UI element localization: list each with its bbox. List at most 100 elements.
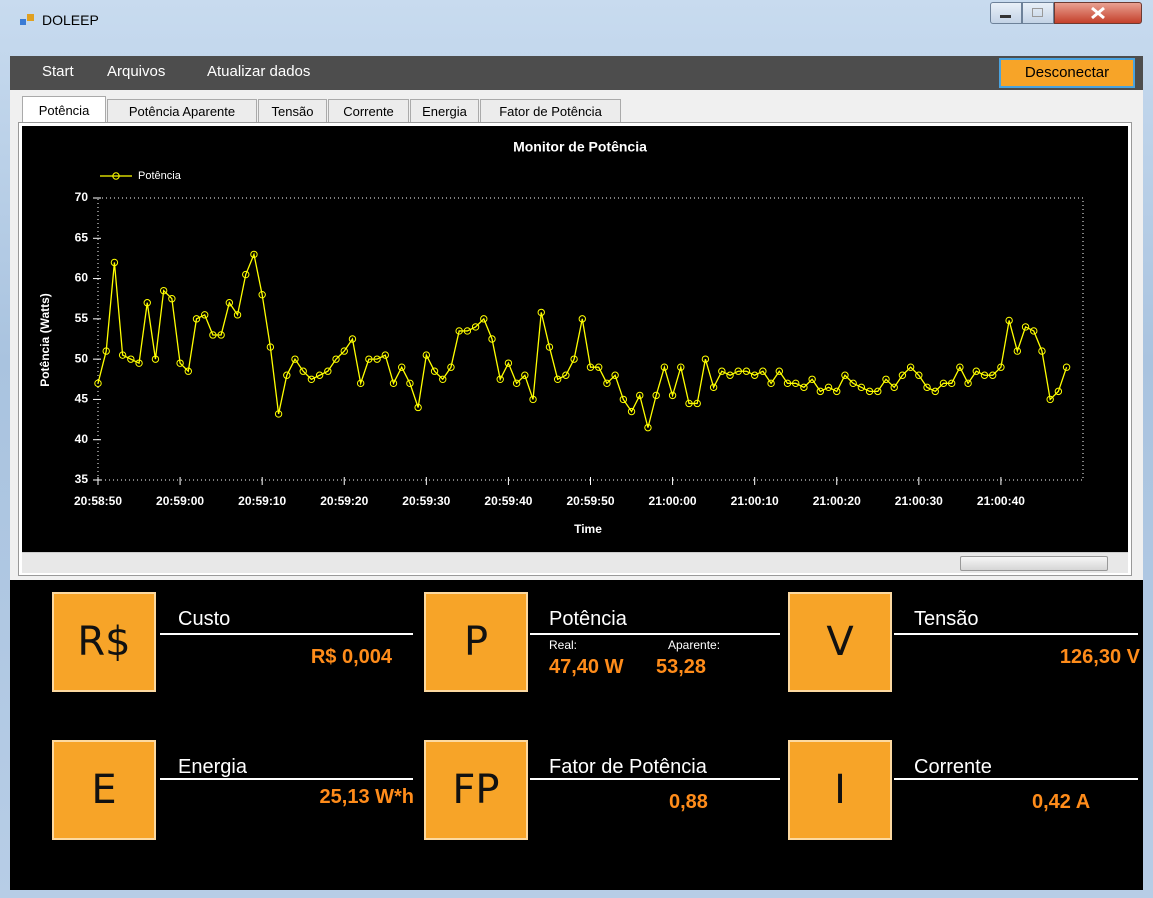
data-point	[135, 359, 143, 367]
card-value: 47,40 W	[549, 656, 624, 678]
data-point	[792, 379, 800, 388]
data-point	[192, 315, 201, 323]
data-point	[816, 387, 825, 396]
menu-item[interactable]: Start	[42, 63, 74, 80]
data-point	[833, 387, 841, 396]
card-value: 25,13 W*h	[319, 786, 414, 808]
data-point	[906, 363, 915, 371]
plot-frame	[97, 197, 1084, 481]
data-point	[677, 363, 685, 371]
tab[interactable]: Corrente	[328, 99, 409, 122]
data-point	[414, 403, 422, 412]
data-point	[989, 371, 997, 379]
minimize-button[interactable]	[990, 2, 1022, 24]
tab[interactable]: Potência Aparente	[107, 99, 257, 122]
data-point	[225, 299, 234, 307]
card-underline	[530, 633, 780, 635]
data-point	[1021, 323, 1030, 331]
data-point	[168, 295, 176, 303]
data-point	[849, 379, 857, 388]
menu-item[interactable]: Atualizar dados	[207, 63, 311, 80]
data-point	[1030, 327, 1038, 335]
data-point	[915, 371, 923, 379]
data-point	[759, 367, 767, 375]
data-point	[964, 379, 972, 388]
card-sub-label: Aparente:	[668, 638, 721, 652]
close-button[interactable]	[1054, 2, 1142, 24]
data-point	[1005, 316, 1013, 325]
close-icon	[1091, 6, 1105, 20]
card-underline	[894, 778, 1138, 780]
card-icon: V	[788, 592, 892, 692]
data-point	[512, 379, 521, 388]
data-point	[348, 335, 357, 343]
scroll-thumb[interactable]	[960, 556, 1108, 571]
card-icon: R$	[52, 592, 156, 692]
data-point	[504, 359, 513, 367]
data-point	[808, 375, 816, 383]
card-label: Energia	[178, 756, 247, 778]
y-tick-label: 40	[75, 432, 89, 446]
data-point	[775, 367, 783, 375]
chart-title: Monitor de Potência	[513, 139, 647, 155]
data-point	[857, 383, 866, 392]
data-point	[882, 375, 890, 383]
data-point	[603, 379, 611, 388]
data-point	[824, 383, 833, 392]
data-point	[718, 367, 726, 375]
x-tick-label: 21:00:30	[895, 494, 943, 508]
data-point	[332, 355, 340, 363]
data-point	[1062, 363, 1071, 371]
data-point	[956, 363, 964, 371]
data-point	[1046, 395, 1054, 404]
data-point	[324, 367, 332, 375]
data-point	[389, 379, 398, 388]
data-point	[250, 250, 258, 259]
data-point	[266, 343, 275, 351]
data-point	[570, 355, 578, 363]
x-tick-label: 20:59:40	[484, 494, 532, 508]
horizontal-scrollbar[interactable]	[22, 552, 1128, 573]
data-point	[734, 367, 742, 375]
data-point	[668, 391, 677, 400]
y-tick-label: 60	[75, 271, 89, 285]
card-icon: P	[424, 592, 528, 692]
x-tick-label: 21:00:20	[813, 494, 861, 508]
menu-bar	[10, 56, 1143, 90]
app-icon	[20, 14, 34, 26]
data-point	[381, 351, 389, 359]
menu-item[interactable]: Arquivos	[107, 63, 166, 80]
data-point	[545, 343, 554, 351]
data-point	[537, 308, 545, 317]
data-point	[110, 258, 119, 267]
data-point	[315, 371, 324, 379]
data-point	[931, 387, 939, 396]
card-label: Tensão	[914, 608, 979, 630]
data-point	[742, 367, 751, 375]
card-value: 53,28	[656, 656, 707, 678]
data-point	[176, 359, 184, 367]
data-point	[159, 286, 168, 295]
y-axis-label: Potência (Watts)	[38, 293, 52, 387]
tab[interactable]: Tensão	[258, 99, 327, 122]
y-tick-label: 50	[75, 351, 89, 365]
tab[interactable]: Energia	[410, 99, 479, 122]
x-tick-label: 20:59:20	[320, 494, 368, 508]
tab[interactable]: Fator de Potência	[480, 99, 621, 122]
data-point	[283, 371, 291, 379]
x-tick-label: 20:58:50	[74, 494, 122, 508]
data-point	[447, 363, 455, 371]
disconnect-button[interactable]: Desconectar	[999, 58, 1135, 88]
maximize-button[interactable]	[1022, 2, 1054, 24]
data-point	[685, 399, 693, 408]
y-tick-label: 70	[75, 190, 89, 204]
data-point	[233, 311, 242, 319]
data-point	[127, 355, 135, 363]
data-point	[750, 371, 759, 379]
data-point	[521, 371, 529, 379]
tab[interactable]: Potência	[22, 96, 106, 123]
data-point	[529, 395, 537, 404]
data-line	[97, 252, 1068, 428]
data-point	[652, 391, 660, 400]
